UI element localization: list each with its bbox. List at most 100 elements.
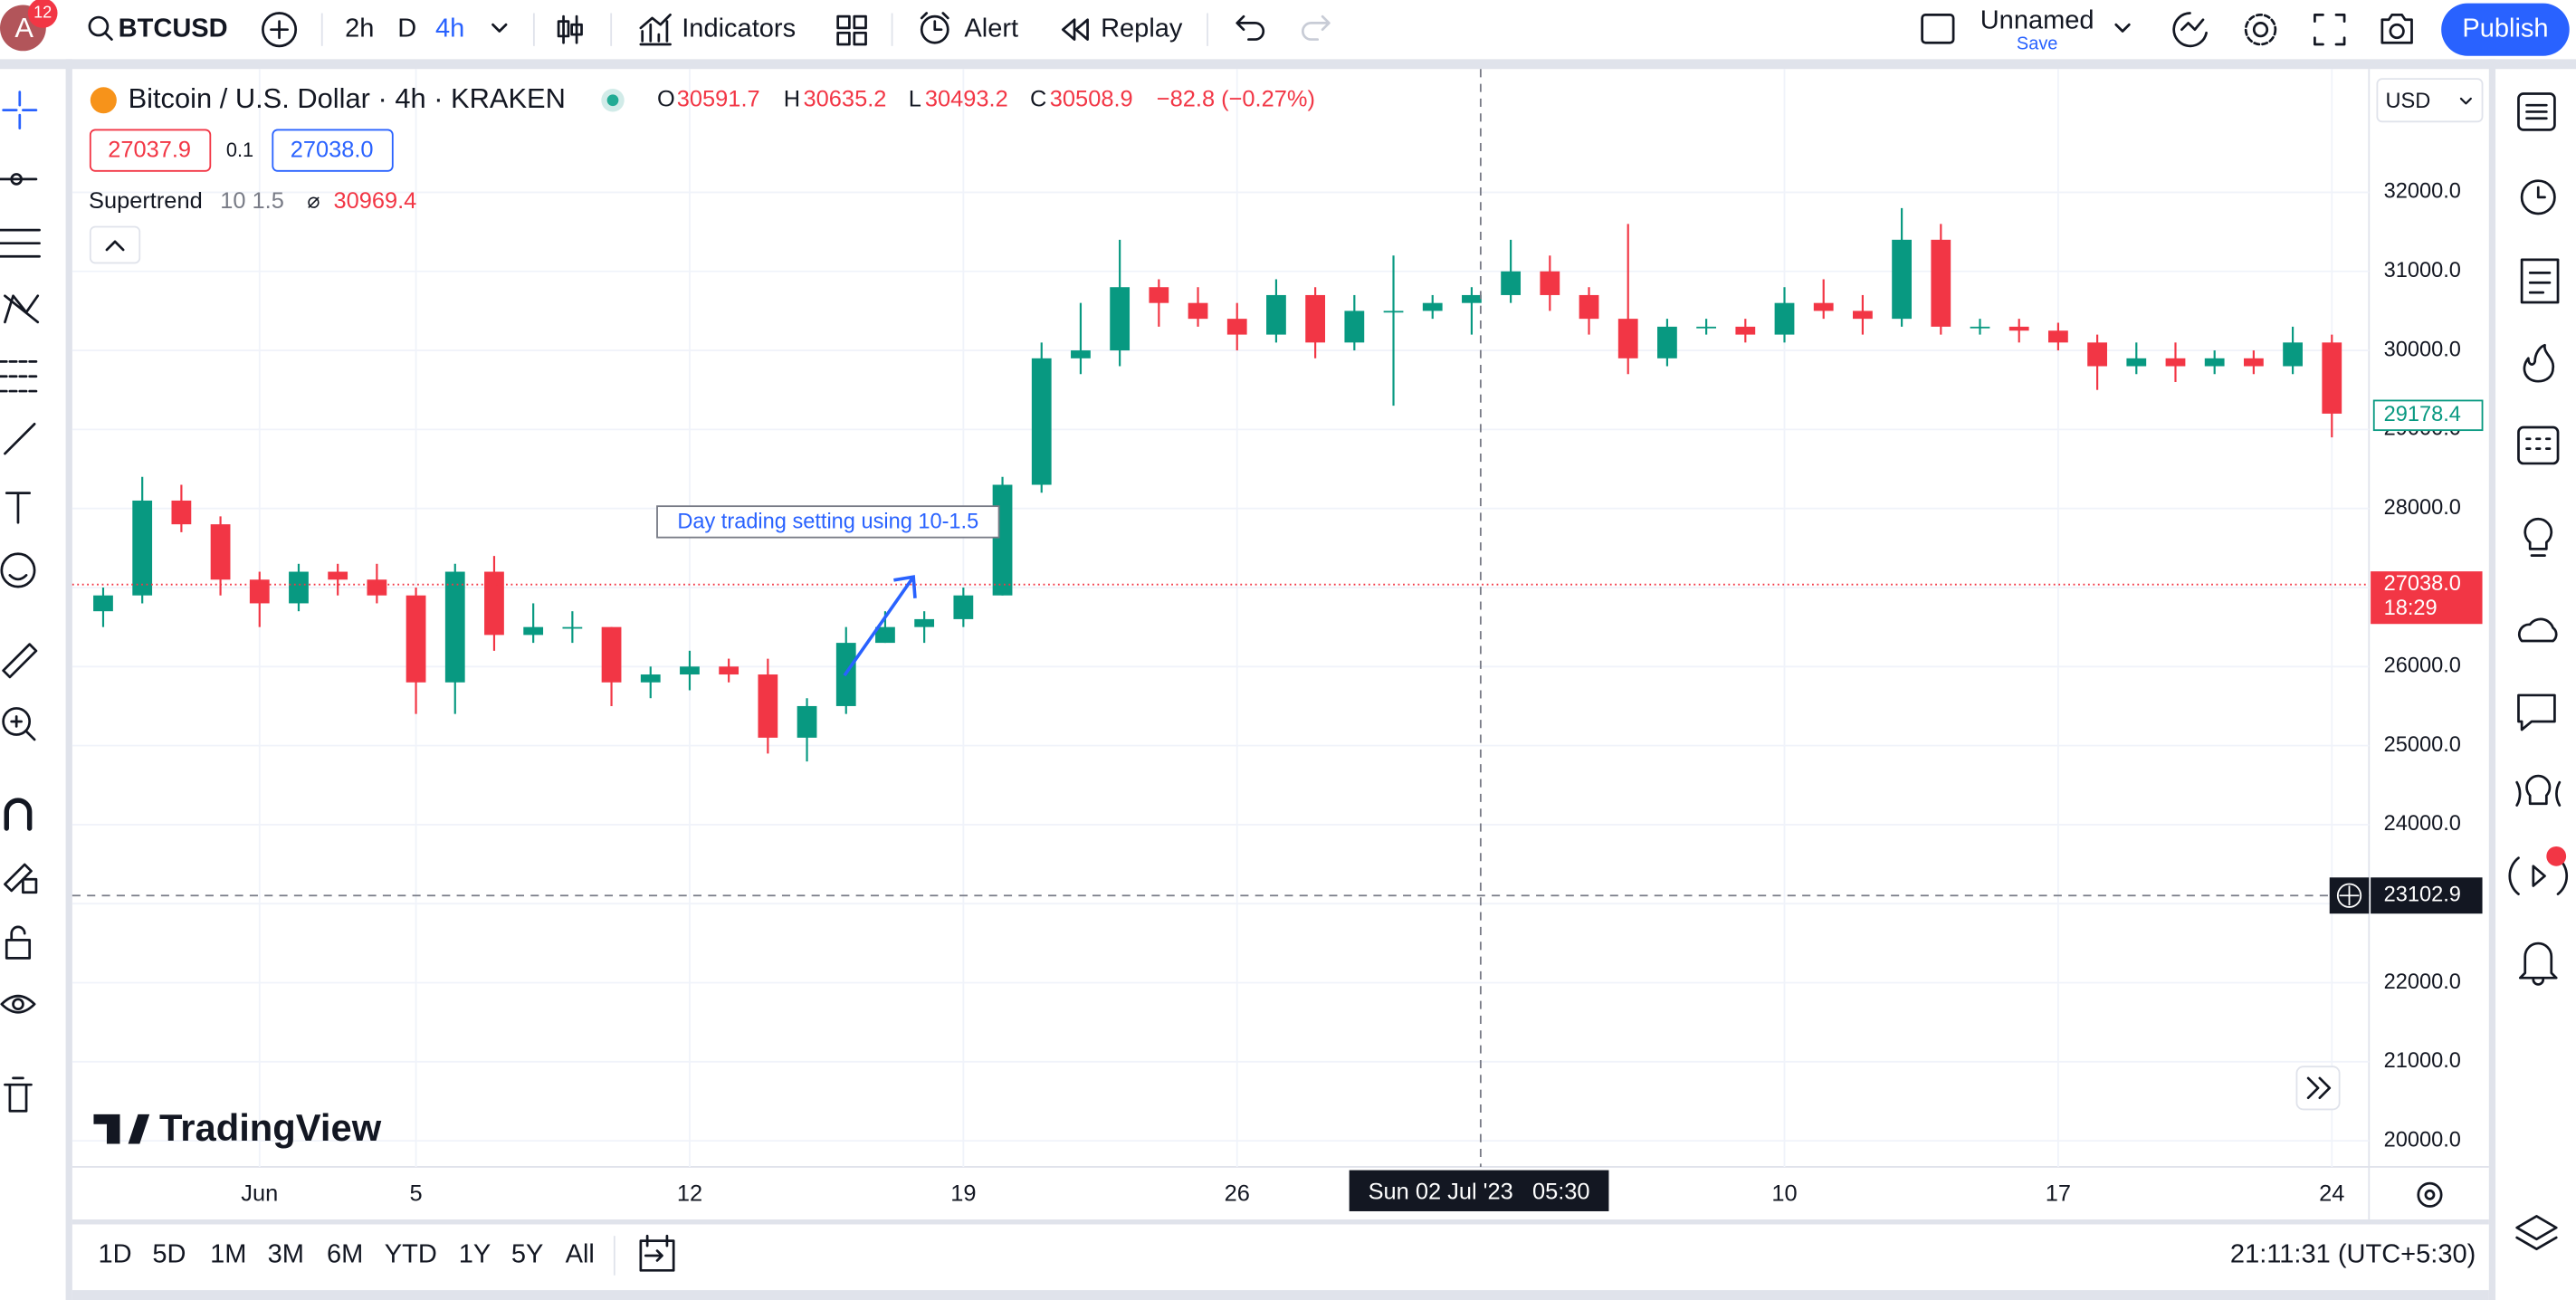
- trend-line-tool[interactable]: [0, 173, 38, 186]
- quick-search[interactable]: [2172, 12, 2208, 48]
- magnet-tool[interactable]: [4, 798, 33, 831]
- layout-icon[interactable]: [1921, 13, 1955, 44]
- range-button[interactable]: 1M: [210, 1240, 246, 1269]
- range-button[interactable]: 5D: [152, 1240, 186, 1269]
- alert-icon: [920, 12, 949, 32]
- crosshair-add-icon: [2339, 885, 2360, 906]
- screenshot[interactable]: [2380, 13, 2413, 44]
- candle-body: [1188, 302, 1208, 320]
- signals[interactable]: [2515, 774, 2562, 807]
- candle-body: [132, 500, 153, 596]
- text-tool[interactable]: [5, 492, 32, 524]
- measure-tool[interactable]: [2, 643, 38, 679]
- candle-body: [1853, 311, 1873, 320]
- range-button[interactable]: 3M: [268, 1240, 304, 1269]
- candle-body: [1579, 294, 1599, 320]
- screenshot: [2389, 23, 2405, 40]
- fullscreen[interactable]: [2314, 13, 2346, 46]
- clock[interactable]: 21:11:31 (UTC+5:30): [2230, 1240, 2476, 1269]
- interval[interactable]: D: [397, 14, 416, 43]
- ideas[interactable]: [2524, 517, 2553, 557]
- lock-tool[interactable]: [5, 925, 32, 960]
- brush-tool[interactable]: [4, 423, 36, 455]
- interval[interactable]: 2h: [345, 14, 374, 43]
- hide-tool[interactable]: [0, 994, 36, 1014]
- layout-name[interactable]: Unnamed: [1980, 5, 2094, 34]
- sell-button[interactable]: [89, 129, 212, 172]
- messages[interactable]: [2517, 693, 2556, 731]
- go-to-date[interactable]: [639, 1234, 675, 1272]
- crosshair-time-box: [1349, 1170, 1609, 1211]
- crosshair-add-icon: [2336, 883, 2362, 908]
- settings[interactable]: [2252, 22, 2269, 38]
- candle-body: [328, 571, 348, 580]
- layout-dropdown[interactable]: [2114, 23, 2131, 33]
- replay-button[interactable]: Replay: [1101, 14, 1183, 43]
- chats[interactable]: [2517, 617, 2558, 643]
- range-button[interactable]: 1D: [98, 1240, 131, 1269]
- annotation-box[interactable]: [656, 505, 1000, 539]
- candle-body: [2165, 358, 2186, 367]
- add-symbol-icon: [270, 20, 289, 40]
- layouts[interactable]: [836, 14, 867, 46]
- publish-button[interactable]: [2441, 3, 2570, 56]
- object-tree[interactable]: [2515, 1215, 2558, 1251]
- notifications[interactable]: [2518, 942, 2558, 986]
- last-price: 27038.0: [2384, 571, 2461, 595]
- stay-drawing[interactable]: [4, 863, 38, 894]
- candle-body: [562, 626, 583, 629]
- symbol[interactable]: BTCUSD: [119, 14, 228, 43]
- scroll-icon: [2306, 1076, 2332, 1100]
- candle-body: [210, 524, 231, 580]
- prediction-tool[interactable]: [0, 360, 38, 393]
- redo[interactable]: [1301, 14, 1331, 41]
- range-button[interactable]: 1Y: [459, 1240, 491, 1269]
- undo[interactable]: [1236, 14, 1265, 41]
- search-icon: [88, 15, 110, 37]
- interval-active[interactable]: 4h: [435, 14, 464, 43]
- indicator-name[interactable]: Supertrend: [89, 188, 203, 214]
- buy-price: 27038.0: [291, 138, 374, 163]
- icon-tool[interactable]: [0, 552, 36, 588]
- range-button[interactable]: YTD: [385, 1240, 437, 1269]
- news[interactable]: [2520, 258, 2560, 304]
- crosshair-tool[interactable]: [2, 91, 38, 129]
- watchlist[interactable]: [2517, 92, 2556, 131]
- indicators-button[interactable]: Indicators: [682, 14, 796, 43]
- alerts[interactable]: [2520, 179, 2556, 215]
- y-tick-label: 32000.0: [2384, 179, 2461, 203]
- annotation-arrow[interactable]: [843, 575, 917, 677]
- y-tick-label: 28000.0: [2384, 495, 2461, 519]
- alert-button[interactable]: Alert: [964, 14, 1018, 43]
- interval-dropdown[interactable]: [491, 23, 508, 33]
- collapse-legend[interactable]: [89, 225, 141, 264]
- range-button[interactable]: 6M: [327, 1240, 363, 1269]
- x-tick-label: Jun: [241, 1181, 278, 1207]
- chart-type[interactable]: [557, 14, 583, 44]
- x-tick-label: 26: [1225, 1181, 1250, 1207]
- add-symbol[interactable]: [262, 12, 298, 48]
- save-button[interactable]: Save: [2017, 33, 2057, 53]
- candle-body: [1462, 294, 1482, 303]
- replay-icon: [1061, 18, 1089, 41]
- calendar[interactable]: [2517, 425, 2560, 465]
- candle-body: [2087, 342, 2107, 367]
- buy-button[interactable]: [272, 129, 394, 172]
- alert-icon: [920, 14, 949, 44]
- range-button[interactable]: All: [566, 1240, 595, 1269]
- candle-body: [1031, 358, 1052, 485]
- badge-count: 12: [33, 3, 52, 21]
- candle-body: [953, 595, 974, 619]
- fib-tool[interactable]: [0, 228, 41, 258]
- notification-dot: [2546, 846, 2567, 866]
- candle-body: [875, 626, 895, 644]
- delete-tool[interactable]: [4, 1076, 33, 1113]
- pattern-tool[interactable]: [4, 294, 40, 324]
- axis-settings[interactable]: [2417, 1181, 2443, 1208]
- range-button[interactable]: 5Y: [511, 1240, 544, 1269]
- zoom-tool[interactable]: [2, 707, 32, 736]
- candle-body: [1774, 302, 1795, 335]
- hotlist[interactable]: [2523, 343, 2555, 383]
- currency-select[interactable]: [2376, 78, 2484, 123]
